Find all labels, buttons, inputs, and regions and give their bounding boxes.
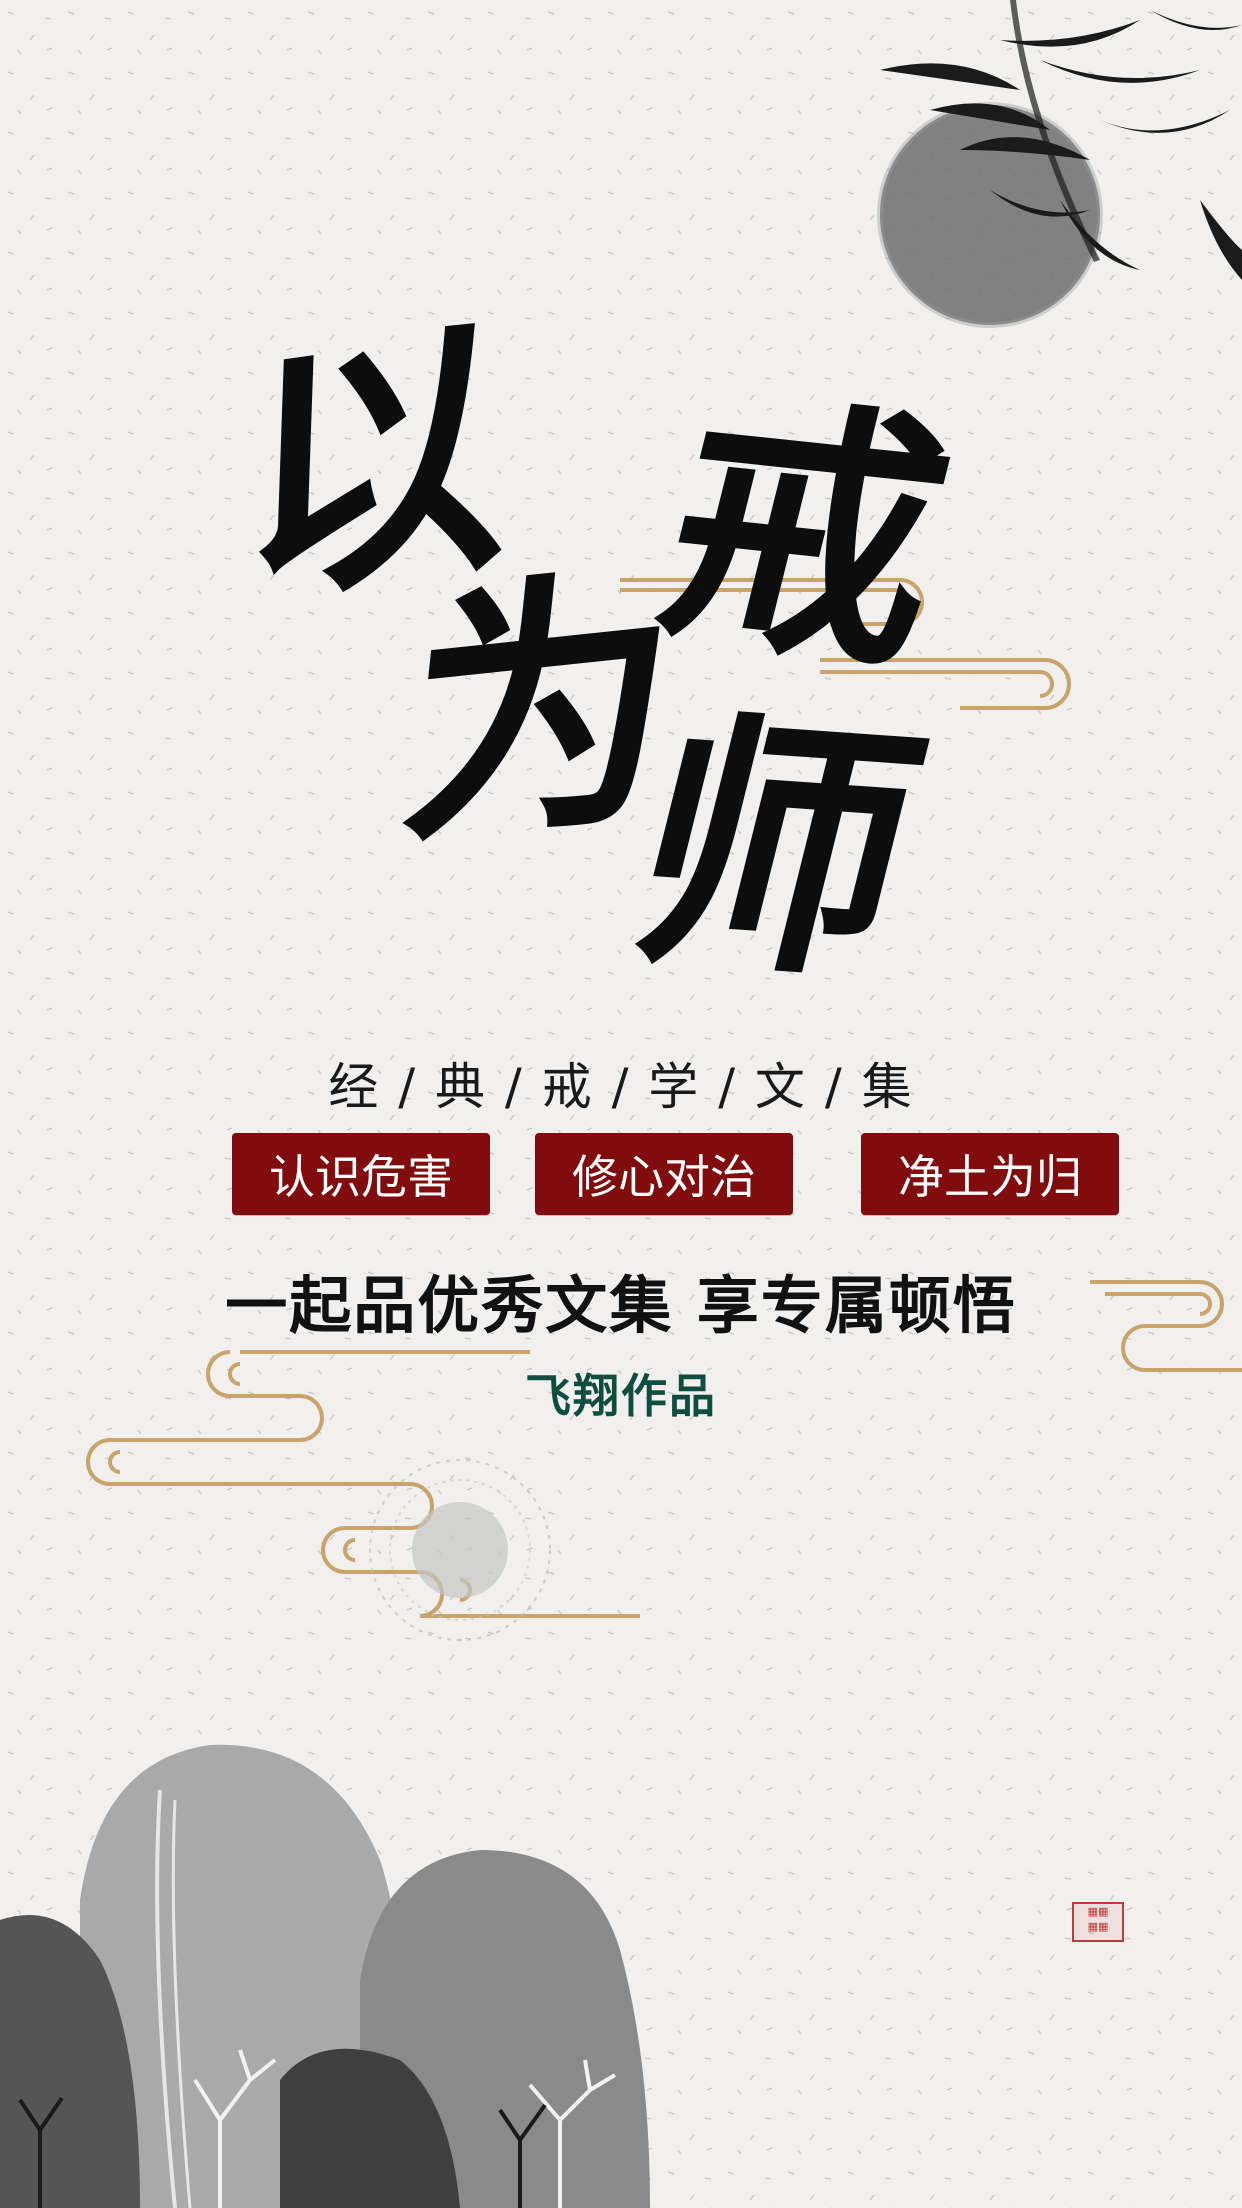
bamboo-icon (880, 0, 1242, 280)
author-credit: 飞翔作品 (525, 1369, 717, 1423)
sun-icon (369, 1459, 551, 1641)
title-char-3: 为 (388, 534, 692, 886)
slogan: 一起品优秀文集 享专属顿悟 (225, 1269, 1017, 1342)
tag-cultivation: 修心对治 (535, 1133, 793, 1215)
tag-row: 认识危害 修心对治 净土为归 (0, 1133, 1242, 1215)
subtitle: 经 / 典 / 戒 / 学 / 文 / 集 (328, 1058, 914, 1116)
cloud-pattern (86, 578, 1242, 1618)
seal-stamp-icon: ▦▦ ▦▦ (1072, 1902, 1124, 1942)
tag-pure-land: 净土为归 (861, 1133, 1119, 1215)
mountains-icon (0, 1744, 650, 2208)
tag-awareness: 认识危害 (232, 1133, 490, 1215)
